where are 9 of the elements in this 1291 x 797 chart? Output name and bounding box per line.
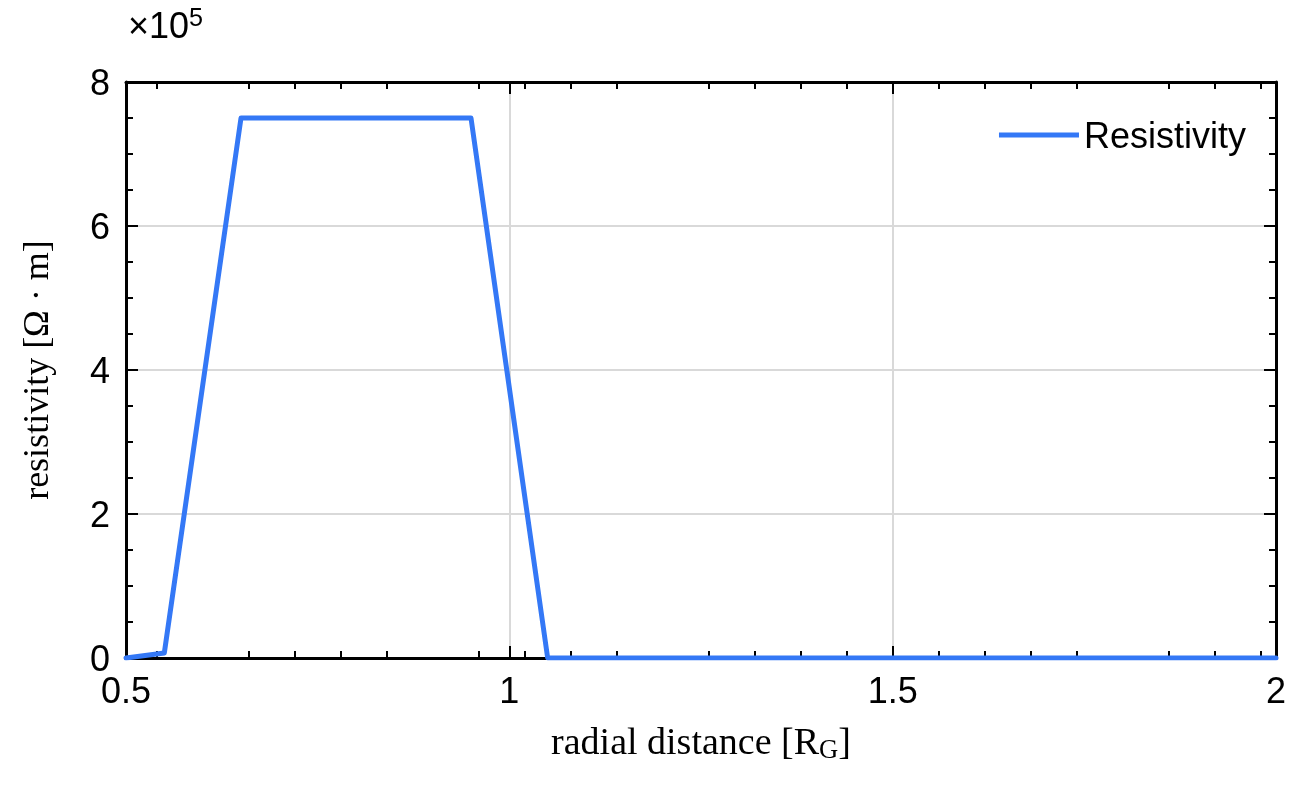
x-tick-label: 1	[499, 669, 520, 711]
x-tick-label: 2	[1265, 669, 1287, 711]
legend-label: Resistivity	[1083, 114, 1247, 156]
y-tick-label: 4	[89, 349, 110, 391]
y-tick-label: 2	[89, 493, 110, 535]
y-tick-label: 8	[89, 61, 110, 103]
y-axis-title: resistivity [Ω · m]	[16, 240, 56, 500]
x-tick-label: 1.5	[867, 669, 918, 711]
y-tick-label: 6	[89, 205, 110, 247]
